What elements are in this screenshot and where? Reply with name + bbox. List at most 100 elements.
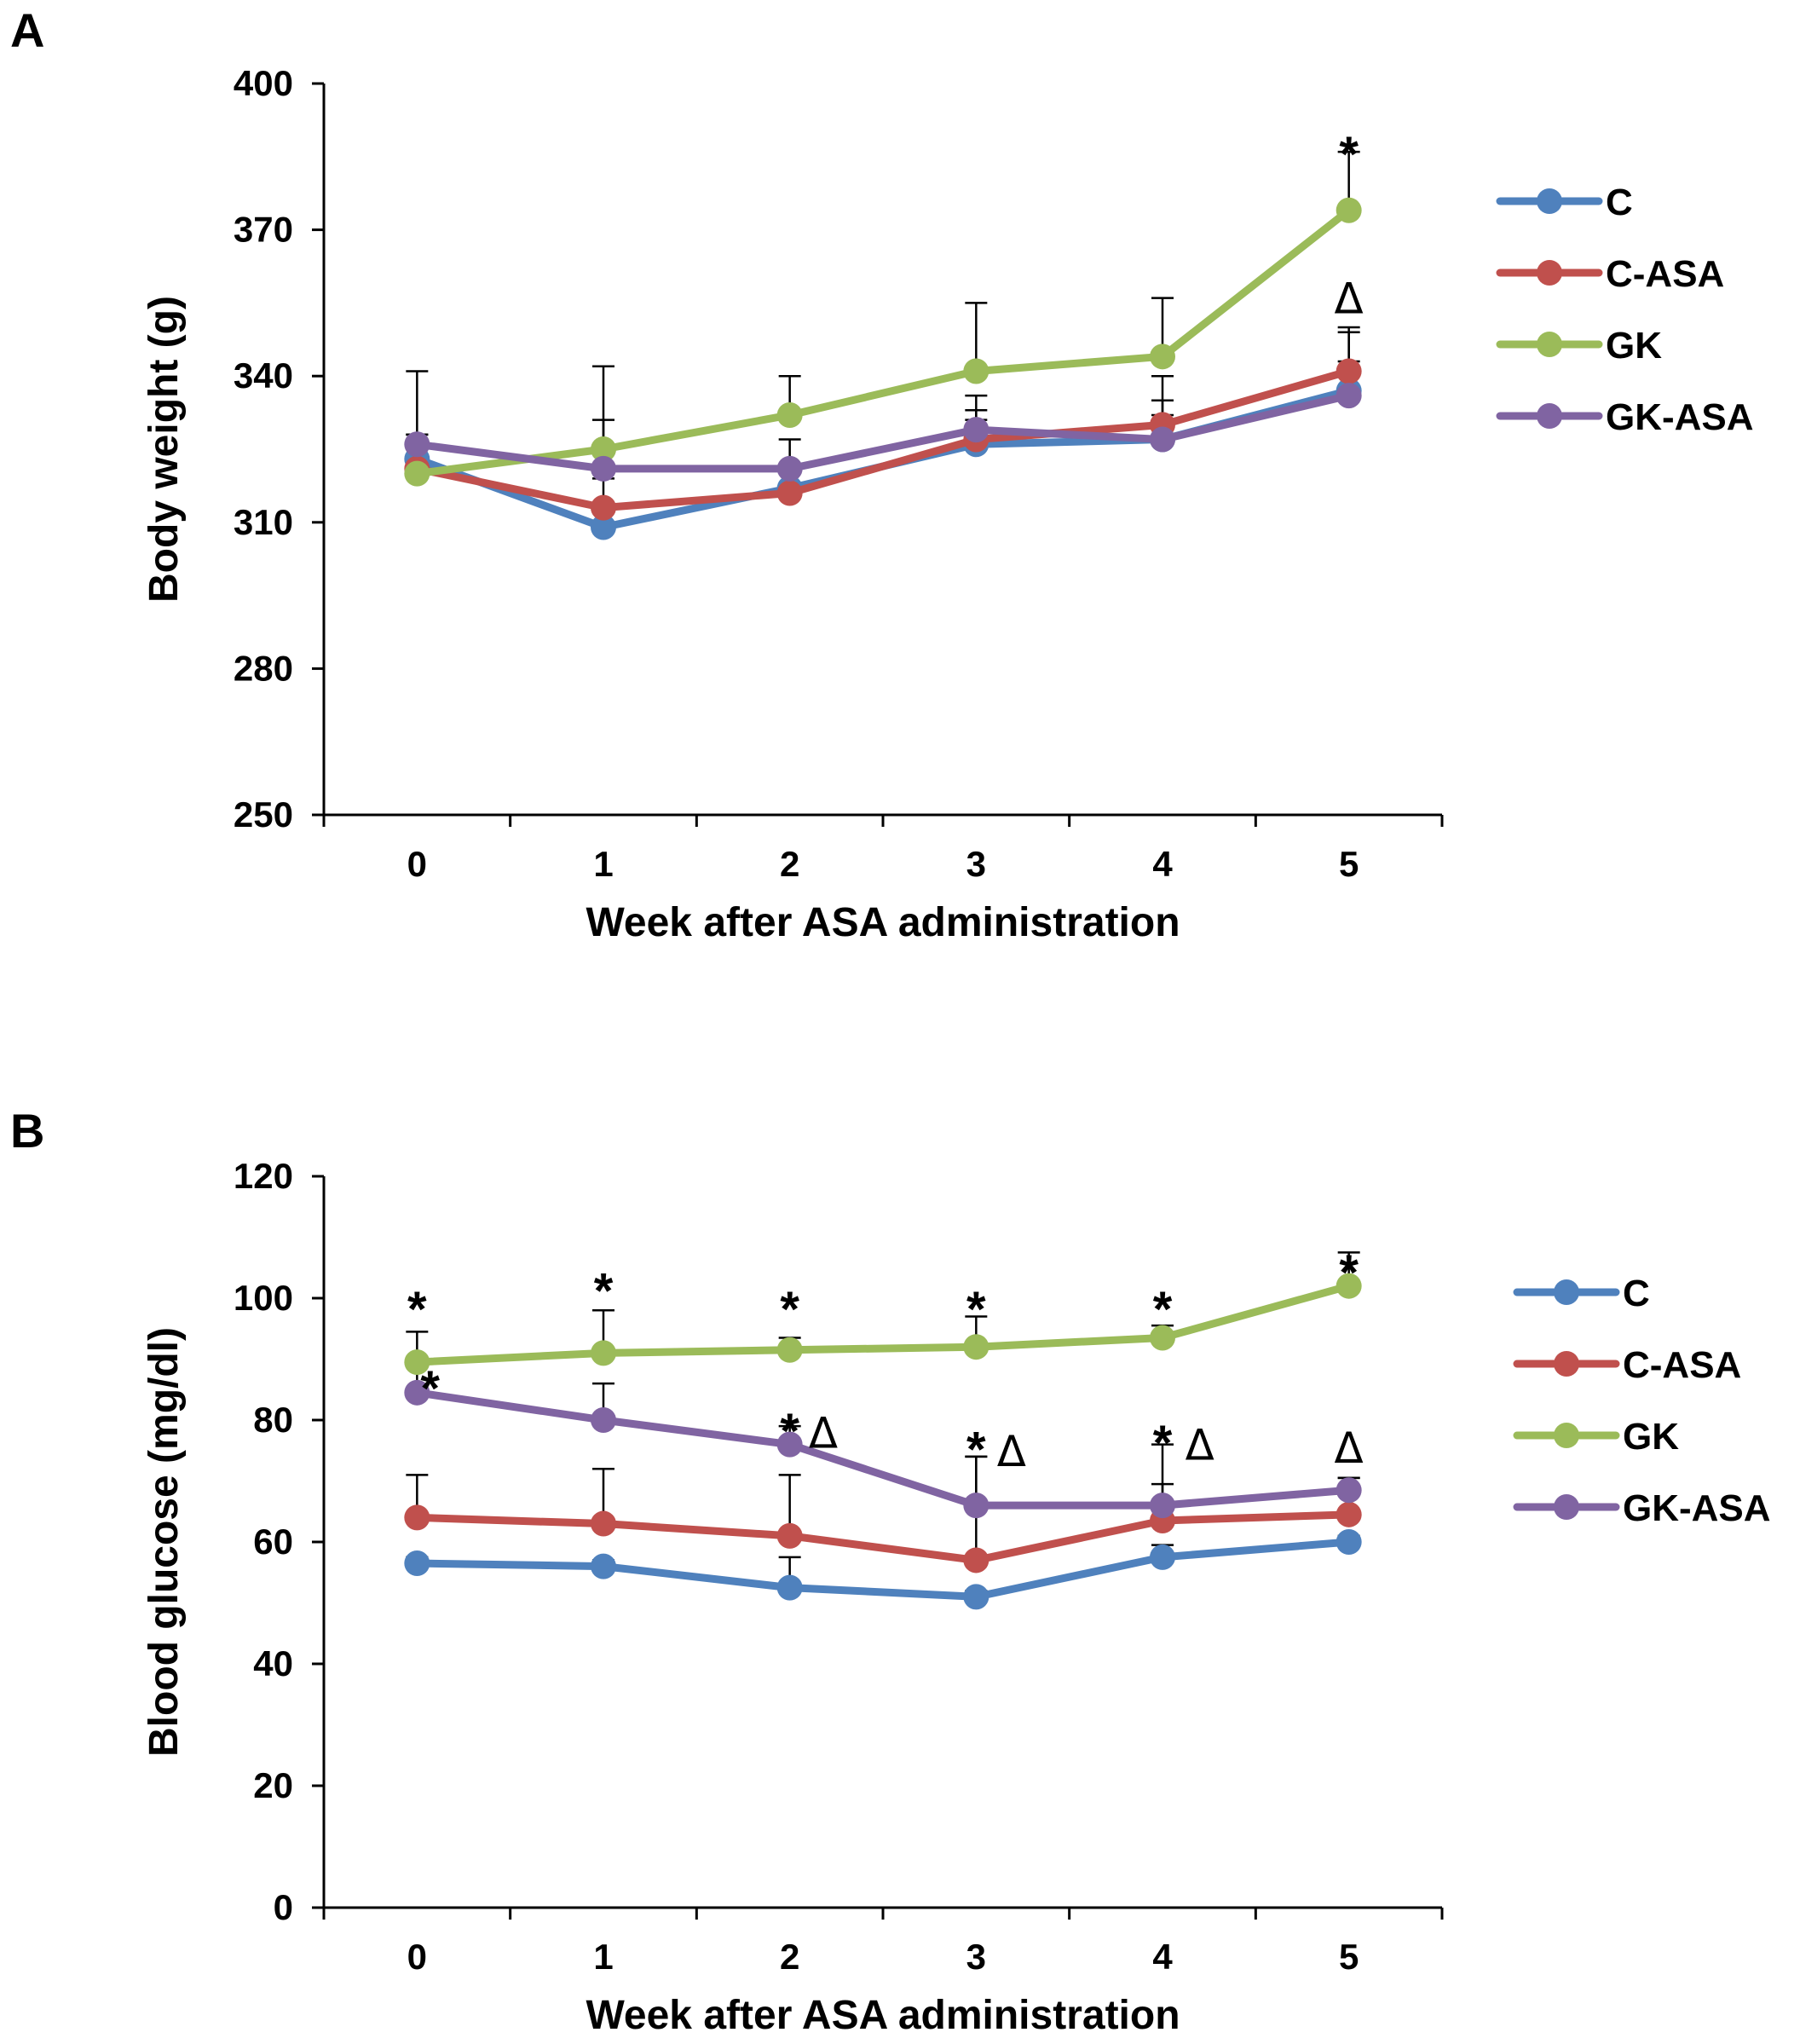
panel-b-line-gk xyxy=(412,1282,1353,1366)
panel-b-legend-marker-c xyxy=(1554,1279,1579,1305)
panel-a-point-gk xyxy=(404,460,430,487)
panel-b-significance-star: * xyxy=(407,1282,427,1337)
panel-b-point-gk-asa xyxy=(1336,1477,1362,1504)
panel-a-point-gk xyxy=(1150,344,1175,370)
panel-a-legend-label-c: C xyxy=(1606,182,1633,223)
panel-a-x-tick-label: 2 xyxy=(780,844,799,884)
panel-a-point-gk-asa xyxy=(963,417,989,443)
panel-a-point-gk xyxy=(591,436,616,462)
panel-a-legend-marker-gk-asa xyxy=(1537,403,1562,429)
panel-b-legend-label-c: C xyxy=(1623,1273,1650,1314)
panel-a-point-c-asa xyxy=(1336,358,1362,384)
panel-a-point-gk-asa xyxy=(1150,426,1175,453)
panel-a-legend-label-gk: GK xyxy=(1606,325,1662,367)
panel-b-y-tick-label: 20 xyxy=(253,1765,293,1805)
panel-a-point-gk xyxy=(1336,197,1362,223)
panel-b-line-gk-asa xyxy=(412,1389,1353,1510)
panel-b-significance-star: * xyxy=(966,1422,986,1477)
panel-b-point-c xyxy=(1150,1544,1175,1570)
panel-b-significance-delta: Δ xyxy=(1186,1421,1214,1470)
panel-a-point-gk xyxy=(776,401,803,428)
panel-a-x-tick-label: 0 xyxy=(407,844,427,884)
panel-b-x-tick-label: 2 xyxy=(780,1937,799,1977)
panel-b-y-tick-label: 0 xyxy=(274,1887,293,1927)
panel-b-significance-star: * xyxy=(420,1361,440,1417)
panel-b-y-tick-label: 60 xyxy=(253,1521,293,1562)
panel-b-point-gk xyxy=(1336,1273,1362,1299)
panel-a-x-axis-title: Week after ASA administration xyxy=(586,900,1180,945)
panel-b-letter: B xyxy=(10,1104,44,1158)
panel-b-point-gk-asa xyxy=(404,1379,430,1406)
panel-b-x-axis-title: Week after ASA administration xyxy=(586,1993,1180,2038)
panel-b-line-c xyxy=(412,1538,1353,1601)
panel-a-point-gk xyxy=(963,358,989,384)
panel-b-significance-star: * xyxy=(780,1404,799,1459)
panel-b-point-c-asa xyxy=(404,1504,430,1531)
panel-b-point-gk-asa xyxy=(591,1407,616,1433)
panel-a-x-tick-label: 3 xyxy=(966,844,986,884)
panel-a-legend-marker-c-asa xyxy=(1537,260,1562,286)
panel-b-legend-marker-gk xyxy=(1554,1423,1579,1448)
panel-a-y-tick-label: 370 xyxy=(234,210,293,250)
panel-a-point-c xyxy=(591,514,616,540)
panel-b-x-tick-label: 0 xyxy=(407,1937,427,1977)
panel-b-significance-delta: Δ xyxy=(1335,1423,1364,1473)
panel-b-point-gk xyxy=(963,1334,989,1360)
panel-a-legend-label-c-asa: C-ASA xyxy=(1606,253,1724,295)
panel-b-point-c-asa xyxy=(591,1510,616,1537)
panel-b-significance-star: * xyxy=(1153,1282,1173,1337)
panel-b-line-c-asa xyxy=(412,1510,1353,1564)
panel-a-legend-marker-gk xyxy=(1537,332,1562,357)
panel-a-point-gk-asa xyxy=(776,455,803,482)
panel-a-y-tick-label: 280 xyxy=(234,648,293,688)
panel-b-point-gk-asa xyxy=(1150,1493,1175,1519)
panel-b-point-c xyxy=(404,1550,430,1577)
panel-a-x-tick-label: 5 xyxy=(1339,844,1359,884)
panel-b-significance-star: * xyxy=(966,1282,986,1337)
panel-b-y-tick-label: 100 xyxy=(234,1278,293,1318)
panel-b-point-c-asa xyxy=(963,1547,989,1573)
panel-b-significance-star: * xyxy=(1153,1416,1173,1471)
panel-a-letter: A xyxy=(10,3,44,57)
panel-b-x-tick-label: 1 xyxy=(593,1937,613,1977)
panel-b-point-gk-asa xyxy=(776,1431,803,1458)
panel-a-point-c-asa xyxy=(776,480,803,506)
panel-a-x-tick-label: 4 xyxy=(1152,844,1173,884)
panel-b-significance-star: * xyxy=(780,1282,799,1337)
panel-a-point-gk-asa xyxy=(1336,383,1362,409)
panel-b-point-c xyxy=(591,1553,616,1579)
panel-a-line-c-asa xyxy=(412,367,1353,512)
panel-b-significance-star: * xyxy=(594,1263,614,1319)
panel-b-point-gk xyxy=(776,1337,803,1363)
panel-a-point-gk-asa xyxy=(404,431,430,458)
panel-b-point-gk xyxy=(404,1349,430,1376)
panel-b-significance-star: * xyxy=(1339,1245,1359,1301)
panel-b-significance-delta: Δ xyxy=(997,1427,1026,1476)
panel-b-significance-delta: Δ xyxy=(809,1408,838,1458)
panel-b-point-c xyxy=(1336,1529,1362,1555)
panel-a-y-tick-label: 250 xyxy=(234,794,293,834)
panel-a-significance-star: * xyxy=(1339,127,1359,182)
panel-a-line-gk-asa xyxy=(412,391,1353,473)
panel-b-point-c-asa xyxy=(1336,1501,1362,1527)
panel-b-point-gk xyxy=(591,1340,616,1366)
panel-b-x-tick-label: 5 xyxy=(1339,1937,1359,1977)
panel-b-point-gk-asa xyxy=(963,1493,989,1519)
panel-b-point-gk xyxy=(1150,1325,1175,1351)
panel-a-point-gk-asa xyxy=(591,455,616,482)
panel-b-x-tick-label: 4 xyxy=(1152,1937,1173,1977)
panel-b-x-tick-label: 3 xyxy=(966,1937,986,1977)
panel-b-point-c xyxy=(963,1584,989,1610)
panel-b-y-tick-label: 40 xyxy=(253,1643,293,1683)
panel-b-point-c-asa xyxy=(776,1522,803,1549)
panel-a-chart: A 250 280 310 340 370 400 0 1 2 3 4 5 Week after ASA … xyxy=(10,3,1754,945)
panel-a-legend-label-gk-asa: GK-ASA xyxy=(1606,396,1754,438)
panel-a-x-tick-label: 1 xyxy=(593,844,613,884)
panel-b-legend-marker-c-asa xyxy=(1554,1351,1579,1377)
panel-a-legend-marker-c xyxy=(1537,188,1562,214)
panel-a-y-tick-label: 310 xyxy=(234,502,293,542)
panel-b-point-c xyxy=(776,1574,803,1601)
panel-b-chart: B 0 20 40 60 80 100 120 0 1 2 3 4 5 Week after ASA adm… xyxy=(10,1104,1771,2038)
panel-a-y-tick-label: 340 xyxy=(234,355,293,396)
